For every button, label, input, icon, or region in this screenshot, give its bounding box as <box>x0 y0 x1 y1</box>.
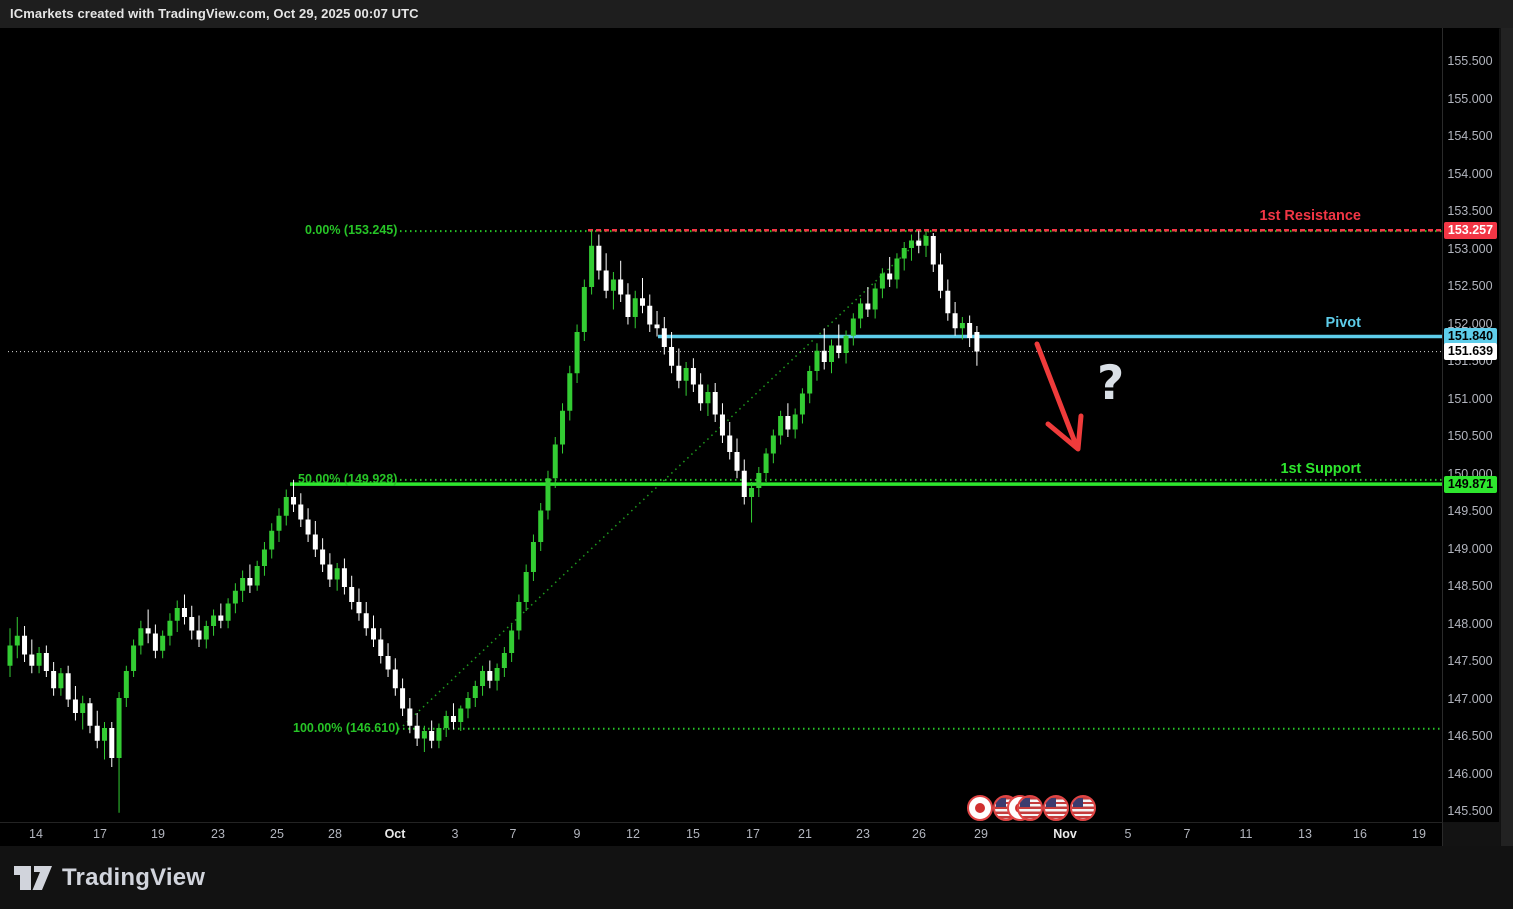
y-axis-tick: 148.000 <box>1447 616 1493 631</box>
support-label[interactable]: 1st Support <box>1280 461 1361 478</box>
x-axis-tick: 12 <box>626 827 640 841</box>
x-axis-tick: 23 <box>856 827 870 841</box>
y-axis-tick: 146.500 <box>1447 729 1493 743</box>
pivot-label[interactable]: Pivot <box>1325 314 1361 331</box>
x-axis-tick: 25 <box>270 827 284 841</box>
y-axis-tick: 145.500 <box>1447 804 1493 818</box>
x-axis-tick: 7 <box>1183 827 1191 841</box>
x-axis-tick: 3 <box>451 827 459 841</box>
x-axis-tick: 23 <box>211 827 225 841</box>
y-axis-tick: 146.000 <box>1447 766 1493 781</box>
x-axis-tick: 29 <box>974 827 988 841</box>
japan-flag-icon[interactable] <box>967 795 993 821</box>
us-flag-icon[interactable] <box>1070 795 1096 821</box>
x-axis-tick: 26 <box>912 827 926 841</box>
fib-level-50-label[interactable]: 50.00% (149.928) <box>298 471 398 486</box>
y-axis-tick: 155.500 <box>1447 54 1493 68</box>
chart-plot-area[interactable]: 0.00% (153.245) 50.00% (149.928) 100.00%… <box>0 28 1443 822</box>
y-axis-tick: 152.000 <box>1447 316 1493 331</box>
footer-bar: TradingView <box>0 846 1513 909</box>
price-axis[interactable]: 155.500 155.000 154.500 154.000 153.500 153.0… <box>1443 28 1499 822</box>
x-axis-tick: 19 <box>151 827 165 841</box>
resistance-label[interactable]: 1st Resistance <box>1259 208 1361 225</box>
y-axis-tick: 147.500 <box>1447 654 1493 668</box>
candlestick-chart-canvas[interactable] <box>0 28 1442 822</box>
y-axis-tick: 153.000 <box>1447 241 1493 256</box>
question-mark-annotation[interactable]: ? <box>1097 356 1125 411</box>
us-flag-icon[interactable] <box>1043 795 1069 821</box>
projection-arrow[interactable] <box>1034 341 1084 452</box>
x-axis-tick: 9 <box>573 827 581 841</box>
candlestick-series <box>7 230 980 813</box>
pivot-price-badge: 151.840 <box>1444 328 1497 345</box>
x-axis-tick: 13 <box>1298 827 1312 841</box>
us-flag-icon[interactable] <box>1017 795 1043 821</box>
x-axis-tick: 16 <box>1353 827 1367 841</box>
support-price-badge: 149.871 <box>1444 475 1497 493</box>
y-axis-tick: 149.000 <box>1447 541 1493 556</box>
x-axis-tick: 28 <box>328 827 342 841</box>
chart-watermark-title: ICmarkets created with TradingView.com, … <box>10 6 419 21</box>
resistance-price-badge: 153.257 <box>1444 221 1497 239</box>
x-axis-tick: 17 <box>93 827 107 841</box>
last-price-badge: 151.639 <box>1444 343 1497 361</box>
tradingview-logo-text: TradingView <box>62 864 206 891</box>
x-axis-tick: 5 <box>1124 827 1132 841</box>
x-axis-tick: 7 <box>509 827 517 841</box>
x-axis-tick: Oct <box>384 827 406 841</box>
tradingview-logo-icon <box>14 866 52 890</box>
right-edge-strip <box>1500 28 1513 846</box>
tradingview-logo[interactable]: TradingView <box>14 864 205 892</box>
y-axis-tick: 154.500 <box>1447 129 1493 143</box>
y-axis-tick: 152.500 <box>1447 279 1493 293</box>
y-axis-tick: 151.000 <box>1447 391 1493 406</box>
fib-level-100-label[interactable]: 100.00% (146.610) <box>293 720 400 735</box>
y-axis-tick: 153.500 <box>1447 204 1493 218</box>
fib-level-0-label[interactable]: 0.00% (153.245) <box>305 223 398 238</box>
header-bar: ICmarkets created with TradingView.com, … <box>0 0 1513 29</box>
x-axis-tick: 11 <box>1239 827 1253 841</box>
y-axis-tick: 147.000 <box>1447 691 1493 706</box>
time-axis[interactable]: 14 17 19 23 25 28 Oct 3 7 9 12 15 17 21 23 26 29 Nov 5 7 11 1… <box>0 822 1443 847</box>
y-axis-tick: 155.000 <box>1447 91 1493 106</box>
y-axis-tick: 154.000 <box>1447 166 1493 181</box>
x-axis-tick: 14 <box>29 827 43 841</box>
x-axis-tick: 15 <box>686 827 700 841</box>
x-axis-tick: 21 <box>798 827 812 841</box>
x-axis-tick: 17 <box>746 827 760 841</box>
y-axis-tick: 150.500 <box>1447 429 1493 443</box>
y-axis-tick: 148.500 <box>1447 579 1493 593</box>
y-axis-tick: 149.500 <box>1447 504 1493 518</box>
x-axis-tick: Nov <box>1053 827 1077 841</box>
fib-trend-diagonal-line[interactable] <box>402 229 931 727</box>
x-axis-tick: 19 <box>1412 827 1426 841</box>
